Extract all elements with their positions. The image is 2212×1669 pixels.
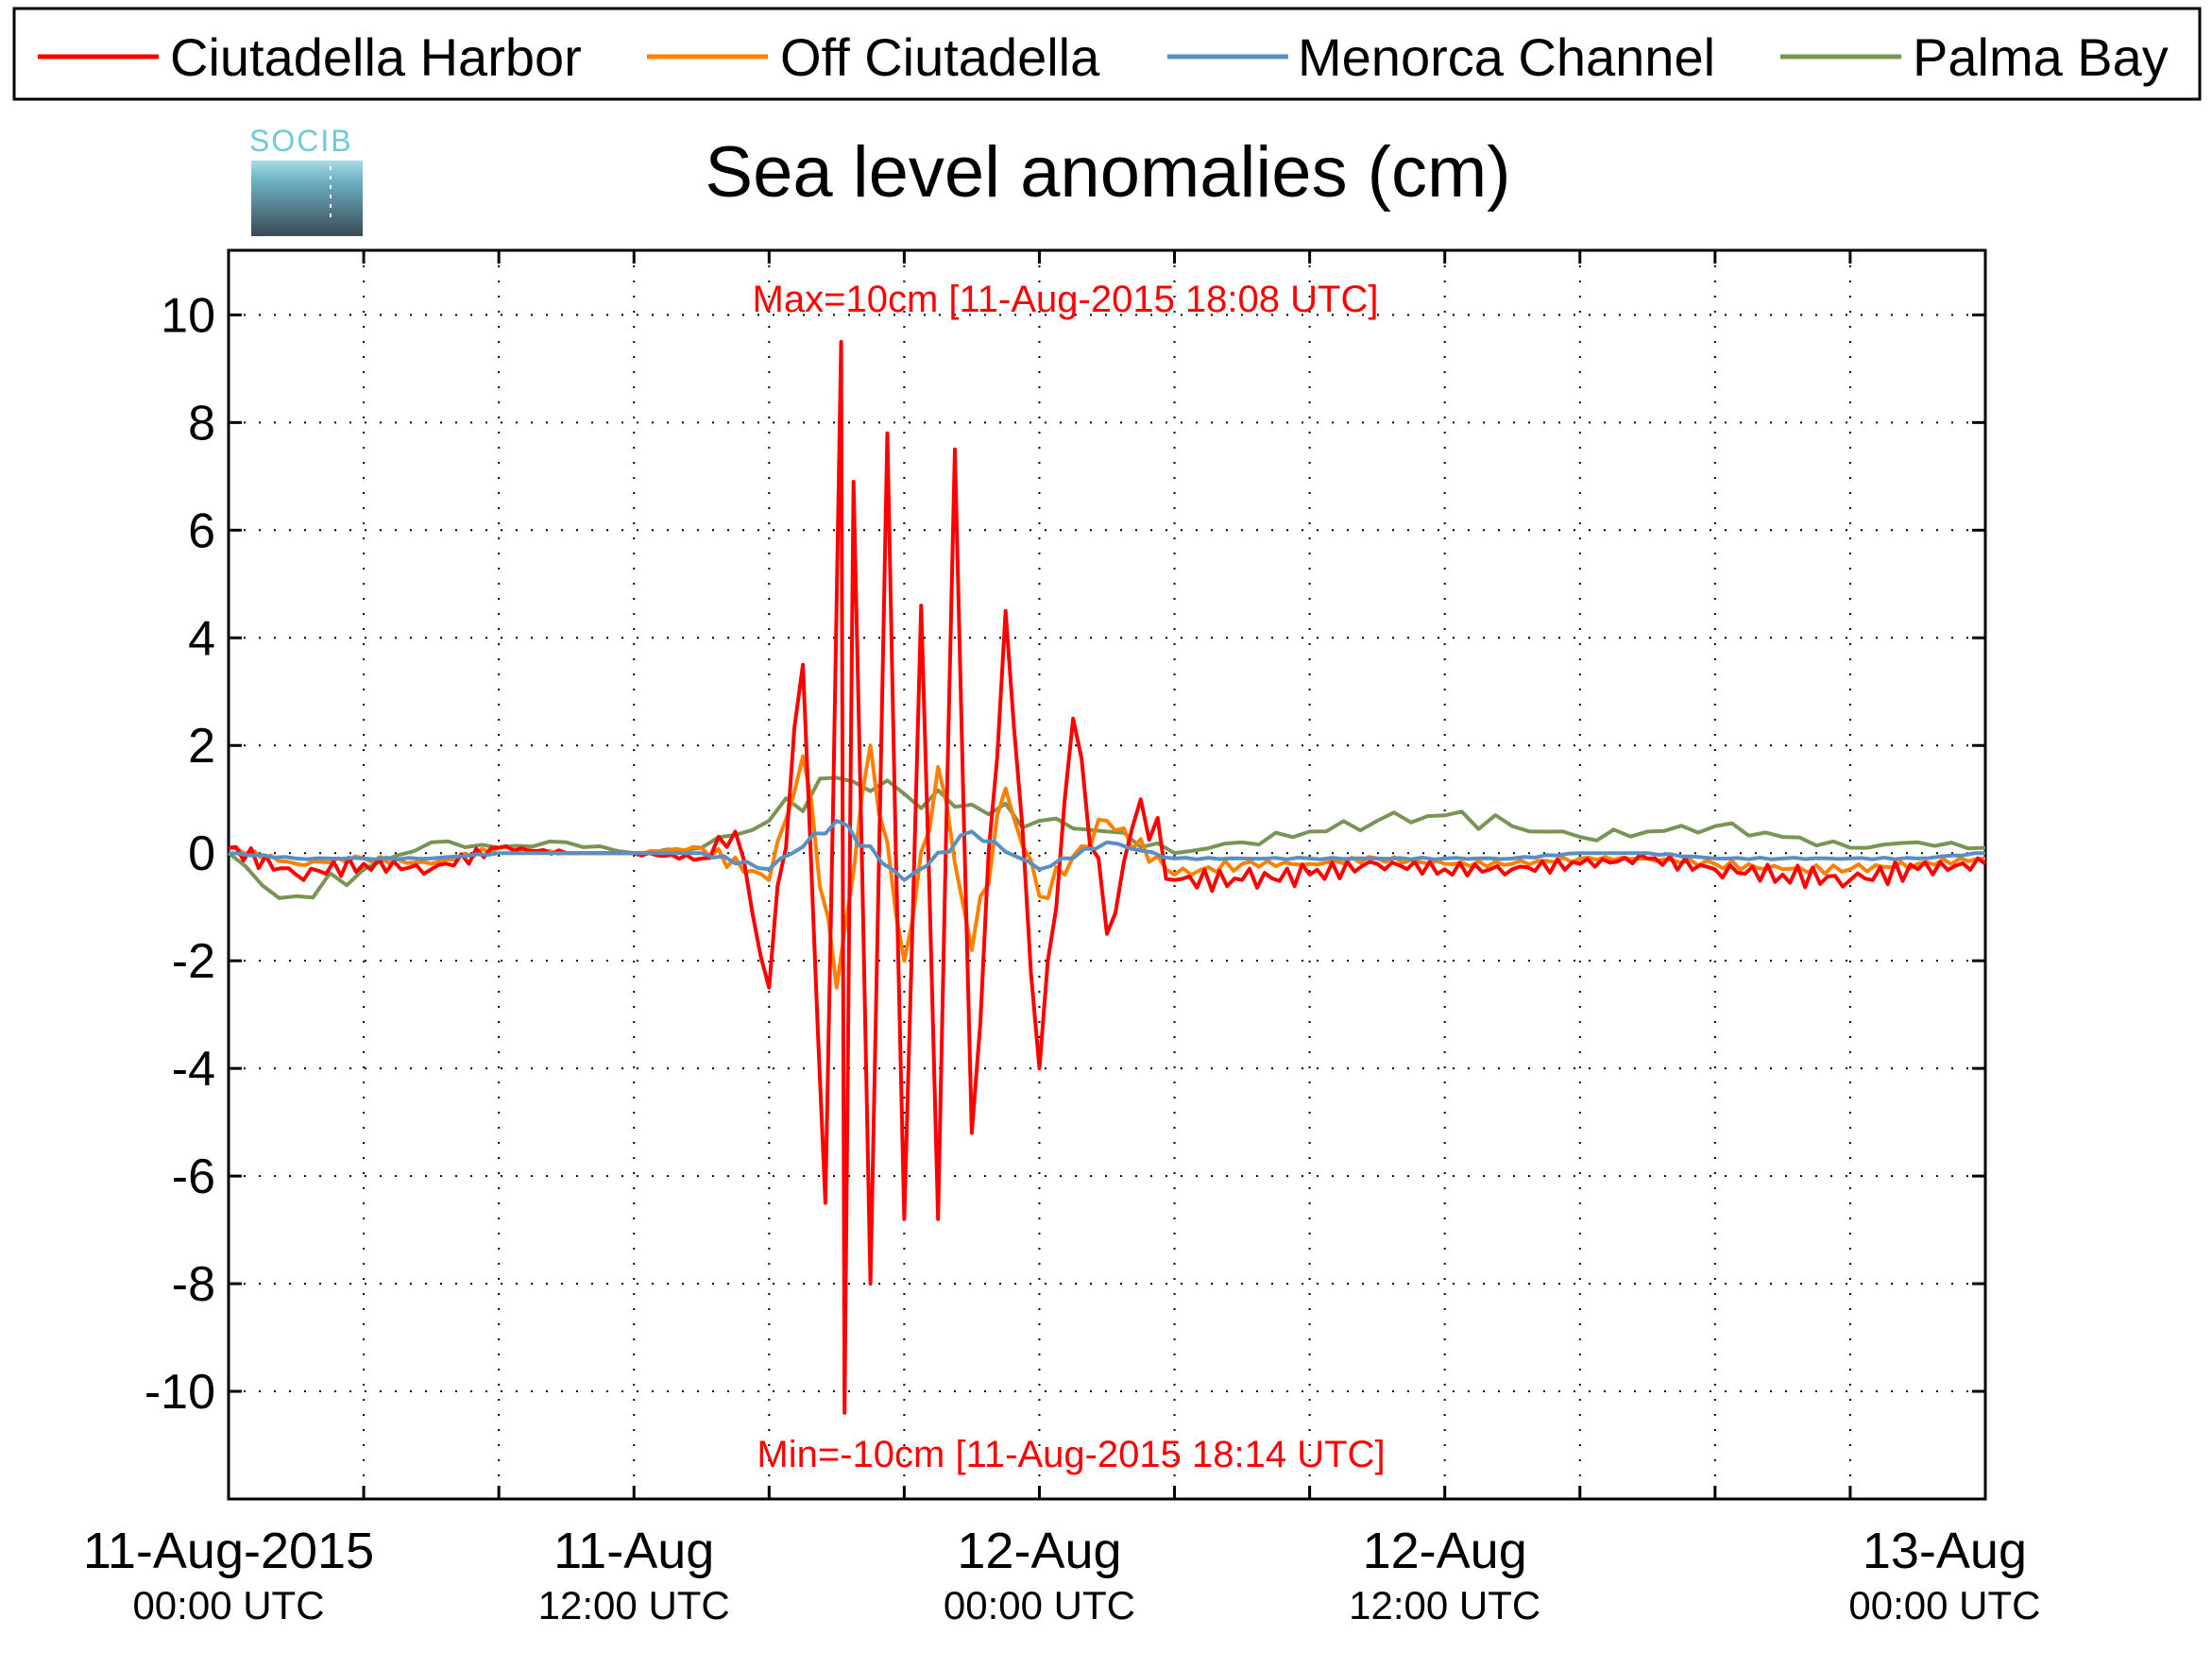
y-tick-labels: 10 8 6 4 2 0 -2 -4 -6 -8 -10 xyxy=(145,288,215,1420)
logo-text: SOCIB xyxy=(249,124,353,158)
y-tick-label: 2 xyxy=(188,719,215,774)
y-tick-label: 0 xyxy=(188,826,215,881)
x-tick-label: 13-Aug xyxy=(1863,1523,2027,1579)
y-tick-label: 10 xyxy=(161,288,215,343)
x-tick-label: 12-Aug xyxy=(1363,1523,1527,1579)
legend-label: Menorca Channel xyxy=(1298,27,1715,87)
x-tick-label: 11-Aug-2015 xyxy=(83,1523,374,1579)
socib-logo: SOCIB xyxy=(249,124,363,236)
x-tick-sublabel: 12:00 UTC xyxy=(1349,1583,1540,1627)
x-tick-sublabel: 12:00 UTC xyxy=(538,1583,730,1627)
legend-label: Palma Bay xyxy=(1913,27,2169,87)
x-tick-label: 12-Aug xyxy=(957,1523,1121,1579)
series-layer xyxy=(227,339,1987,1415)
chart-title: Sea level anomalies (cm) xyxy=(705,132,1510,213)
axis-ticks xyxy=(229,250,1985,1499)
y-tick-label: 8 xyxy=(188,396,215,451)
y-tick-label: -6 xyxy=(172,1150,215,1204)
grid xyxy=(229,250,1985,1499)
legend-label: Ciutadella Harbor xyxy=(170,27,582,87)
legend-box xyxy=(12,7,2202,101)
max-annotation: Max=10cm [11-Aug-2015 18:08 UTC] xyxy=(753,279,1379,320)
y-tick-label: -8 xyxy=(172,1257,215,1312)
x-tick-sublabel: 00:00 UTC xyxy=(1848,1583,2040,1627)
series-line-menorca-channel xyxy=(228,819,1986,882)
x-tick-sublabel: 00:00 UTC xyxy=(132,1583,324,1627)
min-annotation: Min=-10cm [11-Aug-2015 18:14 UTC] xyxy=(757,1434,1385,1475)
logo-block xyxy=(251,161,363,236)
legend: Ciutadella Harbor Off Ciutadella Menorca C… xyxy=(12,7,2202,101)
y-tick-label: -2 xyxy=(172,934,215,989)
y-tick-label: -10 xyxy=(145,1365,215,1420)
series-line-ciutadella-harbor xyxy=(228,339,1987,1415)
y-tick-label: -4 xyxy=(172,1042,215,1097)
x-tick-sublabel: 00:00 UTC xyxy=(944,1583,1135,1627)
legend-label: Off Ciutadella xyxy=(780,27,1100,87)
series-line-palma-bay xyxy=(227,775,1986,900)
y-tick-label: 4 xyxy=(188,611,215,666)
x-tick-label: 11-Aug xyxy=(553,1523,714,1579)
plot-area xyxy=(227,248,1987,1501)
y-tick-label: 6 xyxy=(188,503,215,558)
